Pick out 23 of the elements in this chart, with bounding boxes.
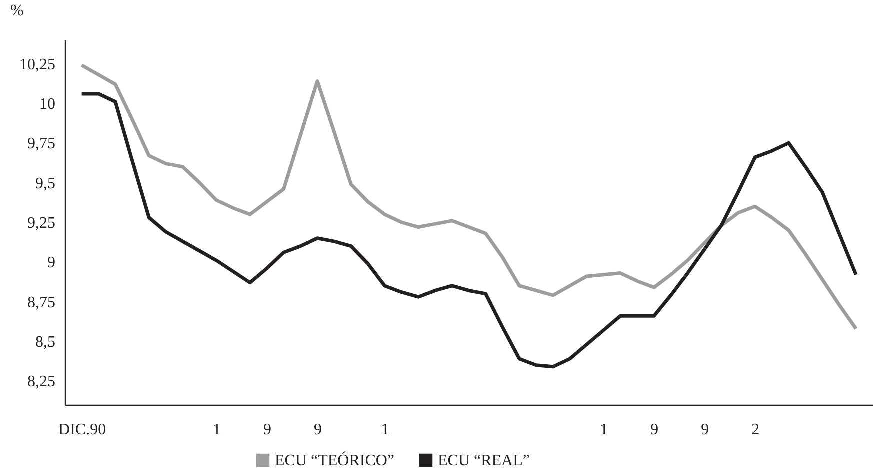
line-series	[80, 92, 858, 369]
legend-label: ECU “REAL”	[438, 452, 530, 470]
x-tick-label: 1	[213, 422, 221, 438]
legend-label: ECU “TEÓRICO”	[275, 451, 395, 470]
y-tick-label: 8,75	[28, 294, 56, 312]
x-tick-label: DIC.90	[58, 422, 106, 438]
x-tick-label: 9	[264, 422, 272, 438]
x-tick-label: 9	[314, 422, 322, 438]
y-tick-label: 9,5	[36, 175, 56, 192]
line-series	[80, 64, 858, 331]
x-tick-label: 1	[600, 422, 608, 438]
x-tick-label: 9	[701, 422, 710, 438]
y-tick-label: 9,25	[28, 215, 56, 232]
y-axis-title: %	[10, 2, 24, 20]
x-tick-label: 2	[752, 422, 760, 438]
y-tick-label: 8,25	[28, 374, 56, 391]
y-tick-label: 10,25	[20, 56, 56, 74]
y-tick-label: 8,5	[36, 334, 56, 352]
y-tick-label: 10	[40, 96, 56, 113]
x-tick-label: 1	[381, 422, 390, 438]
y-tick-label: 9,75	[28, 136, 56, 153]
x-tick-label: 9	[650, 422, 659, 438]
y-tick-label: 9	[48, 254, 56, 272]
